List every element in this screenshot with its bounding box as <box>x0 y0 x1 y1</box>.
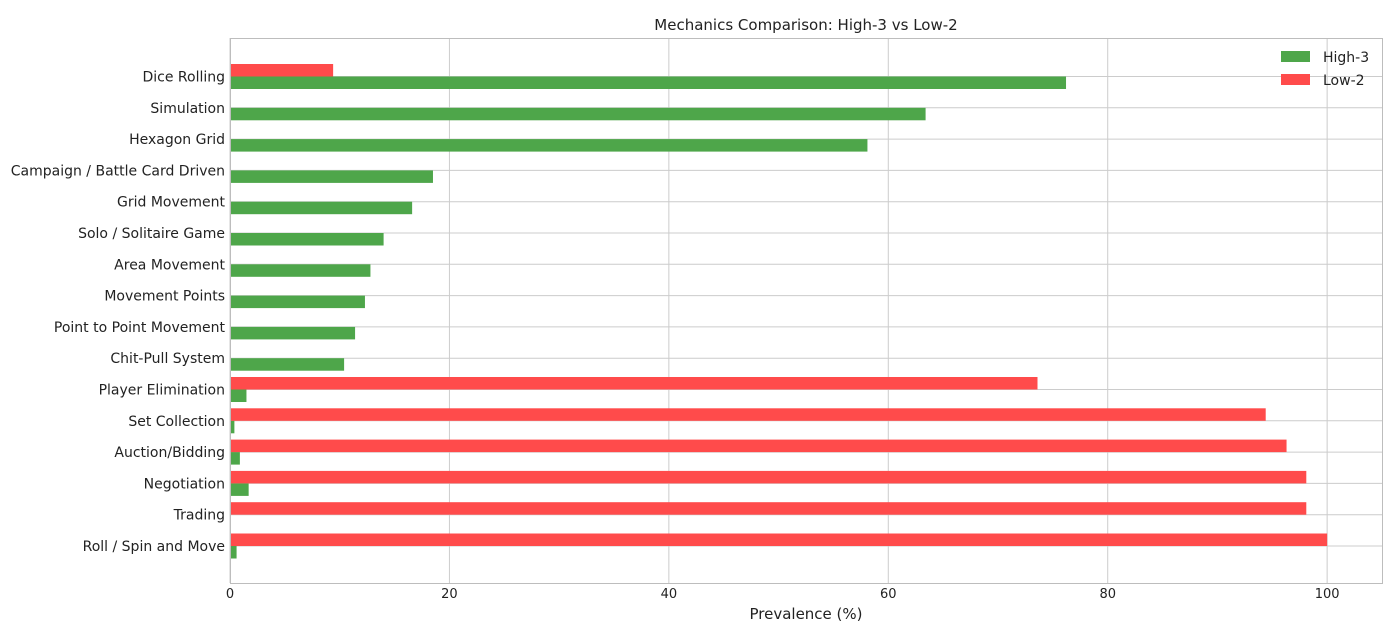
bar-low-2 <box>230 439 1287 453</box>
bar-high-3 <box>230 483 249 496</box>
x-tick-label: 40 <box>661 587 678 602</box>
bar-low-2 <box>230 470 1307 484</box>
category-label: Hexagon Grid <box>129 132 225 148</box>
bar-high-3 <box>230 295 365 309</box>
bar-low-2 <box>230 502 1307 515</box>
bar-high-3 <box>230 358 345 371</box>
bar-low-2 <box>230 64 334 77</box>
x-tick-label: 100 <box>1315 587 1340 602</box>
plot-frame <box>230 38 1383 584</box>
legend-swatch <box>1281 74 1310 85</box>
category-label: Movement Points <box>104 289 225 305</box>
category-label: Trading <box>173 508 225 524</box>
bar-high-3 <box>230 233 384 246</box>
category-label: Area Movement <box>114 257 225 273</box>
category-label: Solo / Solitaire Game <box>78 226 225 242</box>
bar-low-2 <box>230 408 1266 421</box>
bar-high-3 <box>230 264 371 277</box>
legend-label: High-3 <box>1323 50 1369 66</box>
bar-low-2 <box>230 533 1328 546</box>
chart-title: Mechanics Comparison: High-3 vs Low-2 <box>654 16 957 34</box>
category-label: Player Elimination <box>99 383 225 399</box>
category-label: Set Collection <box>128 414 225 430</box>
category-label: Simulation <box>150 101 225 117</box>
bar-low-2 <box>230 377 1038 390</box>
category-label: Negotiation <box>144 476 225 492</box>
category-label: Campaign / Battle Card Driven <box>11 163 225 179</box>
category-label: Chit-Pull System <box>110 351 225 367</box>
bar-high-3 <box>230 107 926 121</box>
category-label: Auction/Bidding <box>114 445 225 461</box>
x-tick-label: 80 <box>1099 587 1116 602</box>
bar-high-3 <box>230 201 413 215</box>
bar-high-3 <box>230 170 433 183</box>
bar-high-3 <box>230 326 356 340</box>
bar-high-3 <box>230 420 235 434</box>
bar-high-3 <box>230 546 237 559</box>
category-label: Dice Rolling <box>142 70 225 86</box>
legend: High-3 Low-2 <box>1281 50 1369 89</box>
bar-high-3 <box>230 139 868 152</box>
legend-label: Low-2 <box>1323 73 1365 89</box>
category-label: Roll / Spin and Move <box>83 539 225 555</box>
x-axis-label: Prevalence (%) <box>749 605 862 623</box>
bar-high-3 <box>230 452 240 465</box>
bars <box>230 64 1328 559</box>
category-label: Grid Movement <box>117 195 225 211</box>
bar-high-3 <box>230 76 1067 89</box>
category-label: Point to Point Movement <box>54 320 226 336</box>
x-tick-labels: 0 20 40 60 80 100 <box>226 587 1340 602</box>
bar-high-3 <box>230 389 247 402</box>
x-tick-label: 20 <box>441 587 458 602</box>
legend-swatch <box>1281 51 1310 62</box>
x-tick-label: 0 <box>226 587 234 602</box>
category-labels: Dice Rolling Simulation Hexagon Grid Campai… <box>11 70 226 556</box>
x-tick-label: 60 <box>880 587 897 602</box>
